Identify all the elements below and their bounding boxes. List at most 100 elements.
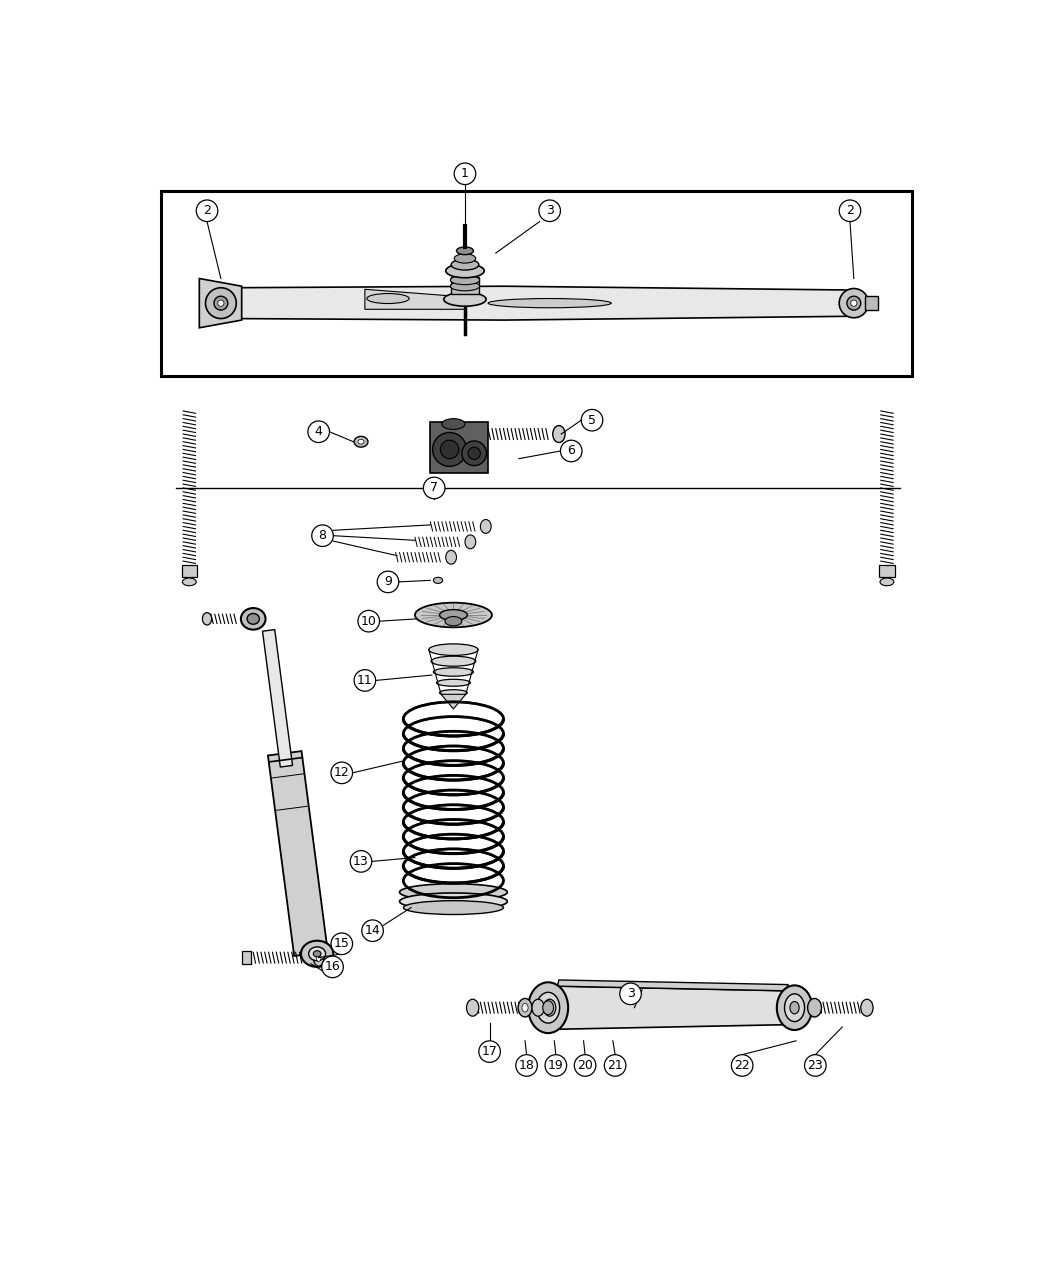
Text: 13: 13: [353, 856, 369, 868]
Ellipse shape: [839, 288, 868, 317]
Text: 7: 7: [430, 482, 438, 495]
Ellipse shape: [434, 578, 443, 584]
Text: 15: 15: [334, 937, 350, 950]
Circle shape: [605, 1054, 626, 1076]
Ellipse shape: [457, 247, 474, 255]
Ellipse shape: [354, 436, 368, 448]
Circle shape: [433, 432, 466, 467]
Ellipse shape: [445, 617, 462, 626]
Ellipse shape: [214, 296, 228, 310]
Ellipse shape: [807, 998, 821, 1017]
Circle shape: [732, 1054, 753, 1076]
Ellipse shape: [432, 657, 476, 667]
Ellipse shape: [880, 578, 894, 585]
Circle shape: [455, 163, 476, 185]
Text: 2: 2: [846, 204, 854, 217]
Bar: [452, 277, 479, 295]
Ellipse shape: [399, 892, 507, 910]
Text: 1: 1: [461, 167, 469, 180]
Text: 8: 8: [318, 529, 327, 542]
Circle shape: [440, 440, 459, 459]
Ellipse shape: [313, 949, 324, 966]
Ellipse shape: [850, 300, 857, 306]
Polygon shape: [268, 751, 328, 956]
Polygon shape: [365, 289, 465, 310]
Circle shape: [462, 441, 486, 465]
Ellipse shape: [366, 293, 410, 303]
Text: 17: 17: [482, 1046, 498, 1058]
Circle shape: [839, 200, 861, 222]
Ellipse shape: [445, 551, 457, 564]
Bar: [430, 422, 488, 473]
Circle shape: [479, 1040, 501, 1062]
Circle shape: [582, 409, 603, 431]
Circle shape: [620, 983, 642, 1005]
Bar: [879, 565, 895, 578]
Ellipse shape: [442, 418, 465, 430]
Ellipse shape: [247, 613, 259, 625]
Polygon shape: [200, 278, 242, 328]
Ellipse shape: [217, 300, 224, 306]
Ellipse shape: [861, 1000, 873, 1016]
Text: 9: 9: [384, 575, 392, 588]
Text: 3: 3: [546, 204, 553, 217]
Ellipse shape: [790, 1002, 799, 1014]
Ellipse shape: [543, 1001, 553, 1015]
Ellipse shape: [358, 440, 364, 444]
Text: 5: 5: [588, 413, 596, 427]
Bar: [865, 296, 878, 310]
Ellipse shape: [434, 668, 474, 676]
Polygon shape: [441, 695, 466, 709]
Ellipse shape: [183, 578, 196, 585]
Polygon shape: [262, 630, 293, 768]
Ellipse shape: [452, 259, 479, 270]
Ellipse shape: [777, 986, 813, 1030]
Ellipse shape: [240, 608, 266, 630]
Text: 21: 21: [607, 1060, 623, 1072]
Polygon shape: [558, 986, 789, 1029]
Circle shape: [804, 1054, 826, 1076]
Text: 23: 23: [807, 1060, 823, 1072]
Ellipse shape: [847, 296, 861, 310]
Ellipse shape: [440, 609, 467, 621]
Bar: [161, 191, 911, 376]
Ellipse shape: [518, 998, 532, 1017]
Circle shape: [312, 525, 333, 547]
Circle shape: [321, 956, 343, 978]
Bar: [182, 565, 197, 578]
Circle shape: [423, 477, 445, 499]
Circle shape: [574, 1054, 596, 1076]
Ellipse shape: [440, 690, 467, 696]
Circle shape: [308, 421, 330, 442]
Circle shape: [354, 669, 376, 691]
Ellipse shape: [450, 282, 480, 291]
Ellipse shape: [544, 1000, 555, 1016]
Ellipse shape: [301, 941, 333, 966]
Text: 4: 4: [315, 426, 322, 439]
Text: 16: 16: [324, 960, 340, 973]
Circle shape: [539, 200, 561, 222]
Circle shape: [358, 611, 379, 632]
Circle shape: [351, 850, 372, 872]
Ellipse shape: [537, 992, 560, 1023]
Ellipse shape: [313, 951, 321, 956]
Text: 20: 20: [578, 1060, 593, 1072]
Ellipse shape: [450, 275, 480, 284]
Text: 11: 11: [357, 674, 373, 687]
Ellipse shape: [206, 288, 236, 319]
Ellipse shape: [528, 982, 568, 1033]
Bar: [242, 951, 251, 964]
Circle shape: [545, 1054, 567, 1076]
Ellipse shape: [488, 298, 611, 307]
Ellipse shape: [415, 603, 491, 627]
Ellipse shape: [399, 884, 507, 900]
Ellipse shape: [403, 900, 504, 914]
Text: 10: 10: [361, 615, 377, 627]
Ellipse shape: [466, 1000, 479, 1016]
Text: 14: 14: [364, 924, 380, 937]
Circle shape: [362, 921, 383, 941]
Ellipse shape: [552, 426, 565, 442]
Text: 22: 22: [734, 1060, 750, 1072]
Ellipse shape: [203, 613, 212, 625]
Polygon shape: [230, 286, 861, 320]
